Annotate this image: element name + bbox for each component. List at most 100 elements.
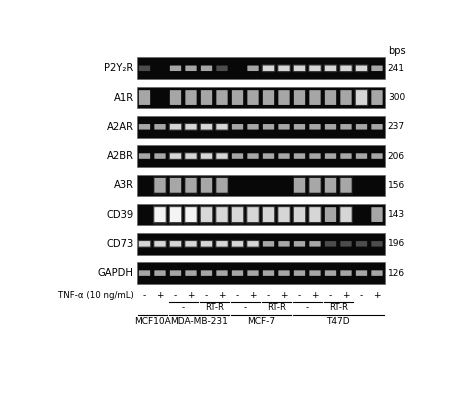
FancyBboxPatch shape xyxy=(356,66,367,71)
FancyBboxPatch shape xyxy=(153,240,167,248)
FancyBboxPatch shape xyxy=(155,241,165,247)
Bar xyxy=(215,205,229,225)
FancyBboxPatch shape xyxy=(292,206,306,223)
FancyBboxPatch shape xyxy=(371,270,383,276)
FancyBboxPatch shape xyxy=(216,153,228,159)
FancyBboxPatch shape xyxy=(246,206,260,223)
Text: +: + xyxy=(249,291,257,300)
Text: 126: 126 xyxy=(388,269,405,278)
Text: 196: 196 xyxy=(388,239,405,248)
FancyBboxPatch shape xyxy=(247,207,259,222)
FancyBboxPatch shape xyxy=(170,153,181,159)
FancyBboxPatch shape xyxy=(277,64,291,72)
FancyBboxPatch shape xyxy=(294,153,305,159)
FancyBboxPatch shape xyxy=(278,241,290,247)
Text: +: + xyxy=(373,291,381,300)
Text: 300: 300 xyxy=(388,93,405,102)
FancyBboxPatch shape xyxy=(371,124,383,129)
FancyBboxPatch shape xyxy=(232,270,243,276)
FancyBboxPatch shape xyxy=(139,241,150,247)
FancyBboxPatch shape xyxy=(185,241,197,247)
FancyBboxPatch shape xyxy=(355,64,368,72)
FancyBboxPatch shape xyxy=(355,89,368,106)
FancyBboxPatch shape xyxy=(139,270,150,276)
FancyBboxPatch shape xyxy=(247,124,259,129)
FancyBboxPatch shape xyxy=(200,240,213,248)
FancyBboxPatch shape xyxy=(340,66,352,71)
FancyBboxPatch shape xyxy=(155,153,165,159)
Text: RT-R: RT-R xyxy=(329,303,348,312)
FancyBboxPatch shape xyxy=(262,64,275,72)
Bar xyxy=(137,116,385,138)
FancyBboxPatch shape xyxy=(169,240,182,248)
Bar xyxy=(137,87,385,108)
FancyBboxPatch shape xyxy=(215,206,229,223)
FancyBboxPatch shape xyxy=(277,206,291,223)
FancyBboxPatch shape xyxy=(325,124,336,129)
FancyBboxPatch shape xyxy=(371,66,383,71)
FancyBboxPatch shape xyxy=(356,124,367,129)
Text: -: - xyxy=(306,303,309,312)
FancyBboxPatch shape xyxy=(200,152,213,160)
FancyBboxPatch shape xyxy=(231,240,244,248)
FancyBboxPatch shape xyxy=(310,124,320,129)
FancyBboxPatch shape xyxy=(340,241,352,247)
Text: TNF-α (10 ng/mL): TNF-α (10 ng/mL) xyxy=(58,291,134,300)
FancyBboxPatch shape xyxy=(185,90,197,105)
FancyBboxPatch shape xyxy=(232,153,243,159)
Bar xyxy=(308,176,322,195)
FancyBboxPatch shape xyxy=(340,178,352,193)
FancyBboxPatch shape xyxy=(185,124,197,129)
Text: MCF10A: MCF10A xyxy=(134,317,171,326)
FancyBboxPatch shape xyxy=(137,240,151,248)
FancyBboxPatch shape xyxy=(216,241,228,247)
FancyBboxPatch shape xyxy=(263,241,274,247)
FancyBboxPatch shape xyxy=(170,124,181,129)
Bar xyxy=(137,175,385,196)
FancyBboxPatch shape xyxy=(216,124,228,129)
FancyBboxPatch shape xyxy=(170,90,181,105)
FancyBboxPatch shape xyxy=(246,240,260,248)
Text: A2AR: A2AR xyxy=(107,122,134,132)
Bar xyxy=(137,145,385,167)
Text: CD39: CD39 xyxy=(106,210,134,220)
FancyBboxPatch shape xyxy=(310,90,320,105)
FancyBboxPatch shape xyxy=(339,206,353,223)
FancyBboxPatch shape xyxy=(340,90,352,105)
FancyBboxPatch shape xyxy=(325,153,336,159)
Bar xyxy=(169,205,182,225)
Text: MCF-7: MCF-7 xyxy=(246,317,275,326)
FancyBboxPatch shape xyxy=(263,270,274,276)
FancyBboxPatch shape xyxy=(201,153,212,159)
FancyBboxPatch shape xyxy=(325,270,336,276)
FancyBboxPatch shape xyxy=(310,207,320,222)
FancyBboxPatch shape xyxy=(325,207,336,222)
Text: 237: 237 xyxy=(388,122,405,131)
Bar xyxy=(184,205,198,225)
FancyBboxPatch shape xyxy=(232,90,243,105)
FancyBboxPatch shape xyxy=(324,64,337,72)
FancyBboxPatch shape xyxy=(201,66,212,71)
FancyBboxPatch shape xyxy=(170,270,181,276)
Bar xyxy=(169,176,182,195)
FancyBboxPatch shape xyxy=(340,124,352,129)
FancyBboxPatch shape xyxy=(201,90,212,105)
Text: 206: 206 xyxy=(388,151,405,161)
Text: A1R: A1R xyxy=(114,93,134,103)
FancyBboxPatch shape xyxy=(356,90,367,105)
Bar xyxy=(137,204,385,225)
FancyBboxPatch shape xyxy=(325,241,336,247)
FancyBboxPatch shape xyxy=(294,90,305,105)
FancyBboxPatch shape xyxy=(184,240,198,248)
Text: +: + xyxy=(280,291,288,300)
FancyBboxPatch shape xyxy=(310,153,320,159)
Text: +: + xyxy=(311,291,319,300)
Text: 241: 241 xyxy=(388,64,405,73)
Bar xyxy=(339,176,353,195)
FancyBboxPatch shape xyxy=(185,270,197,276)
Text: -: - xyxy=(360,291,363,300)
FancyBboxPatch shape xyxy=(294,241,305,247)
FancyBboxPatch shape xyxy=(294,207,305,222)
Bar xyxy=(153,176,167,195)
FancyBboxPatch shape xyxy=(263,90,274,105)
